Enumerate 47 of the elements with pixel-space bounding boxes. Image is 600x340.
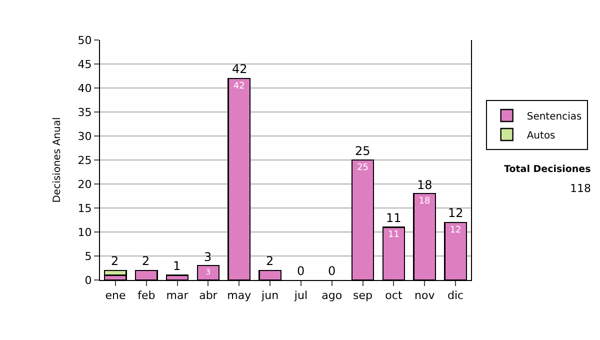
data-label: 11 [388,230,400,240]
total-label: 2 [266,254,274,268]
total-label: 12 [448,206,464,220]
total-label: 2 [111,254,119,268]
x-tick-label: abr [199,289,218,302]
x-tick-label: mar [166,289,189,302]
x-tick-label: nov [414,289,436,302]
text: 118 [570,182,591,195]
y-axis-title: Decisiones Anual [52,117,63,203]
total-label: 3 [204,250,212,264]
y-tick-label: 30 [78,130,92,143]
y-tick-label: 45 [78,58,92,71]
total-label: 25 [355,144,370,158]
total-label: 1 [173,259,181,273]
y-tick-label: 35 [78,106,92,119]
y-tick-label: 5 [84,250,92,263]
y-tick-label: 10 [78,226,92,239]
data-label: 42 [233,81,245,92]
x-tick-label: oct [385,289,403,302]
legend-label: Sentencias [526,111,582,122]
text: Total Decisiones [504,164,592,175]
data-label: 12 [450,225,462,236]
y-tick-label: 50 [78,34,92,47]
total-label: 2 [142,254,150,268]
data-label: 3 [206,267,211,276]
x-tick-label: dic [447,289,464,302]
x-tick-label: jun [260,289,279,302]
total-label: 11 [386,211,402,225]
y-tick-label: 40 [78,82,92,95]
x-tick-label: ago [322,289,342,302]
x-tick-label: jul [293,289,308,302]
total-label: 0 [328,264,336,278]
y-tick-label: 0 [84,274,92,287]
total-label: 0 [297,264,305,278]
data-label: 18 [418,196,430,207]
y-tick-label: 15 [78,202,92,215]
x-tick-label: sep [353,289,373,302]
x-tick-label: ene [105,289,126,302]
x-tick-label: may [227,289,252,302]
total-label: 18 [417,178,432,192]
legend-label: Autos [526,130,556,142]
x-tick-label: feb [138,289,156,302]
y-tick-label: 20 [78,178,92,191]
total-label: 42 [232,62,248,76]
y-tick-label: 25 [78,154,92,167]
bar [104,270,127,276]
data-label: 25 [357,163,369,173]
